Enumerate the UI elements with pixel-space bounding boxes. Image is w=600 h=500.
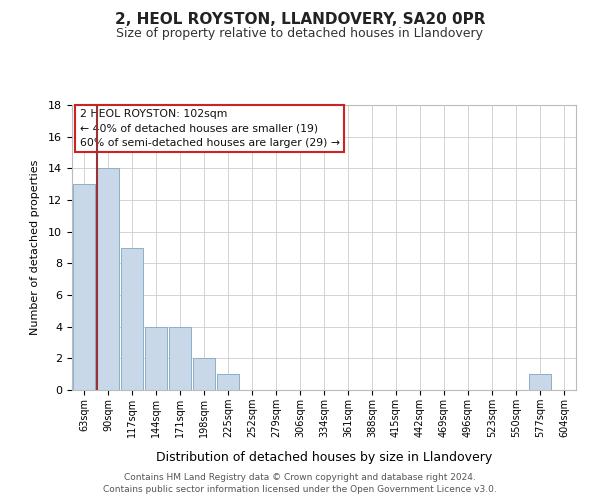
Text: Contains public sector information licensed under the Open Government Licence v3: Contains public sector information licen…: [103, 484, 497, 494]
Text: 2, HEOL ROYSTON, LLANDOVERY, SA20 0PR: 2, HEOL ROYSTON, LLANDOVERY, SA20 0PR: [115, 12, 485, 28]
Bar: [97, 168, 119, 390]
Bar: [121, 248, 143, 390]
Text: 2 HEOL ROYSTON: 102sqm
← 40% of detached houses are smaller (19)
60% of semi-det: 2 HEOL ROYSTON: 102sqm ← 40% of detached…: [80, 110, 340, 148]
Bar: [169, 326, 191, 390]
X-axis label: Distribution of detached houses by size in Llandovery: Distribution of detached houses by size …: [156, 451, 492, 464]
Bar: [529, 374, 551, 390]
Text: Contains HM Land Registry data © Crown copyright and database right 2024.: Contains HM Land Registry data © Crown c…: [124, 473, 476, 482]
Text: Size of property relative to detached houses in Llandovery: Size of property relative to detached ho…: [116, 28, 484, 40]
Bar: [73, 184, 95, 390]
Bar: [217, 374, 239, 390]
Bar: [193, 358, 215, 390]
Y-axis label: Number of detached properties: Number of detached properties: [30, 160, 40, 335]
Bar: [145, 326, 167, 390]
